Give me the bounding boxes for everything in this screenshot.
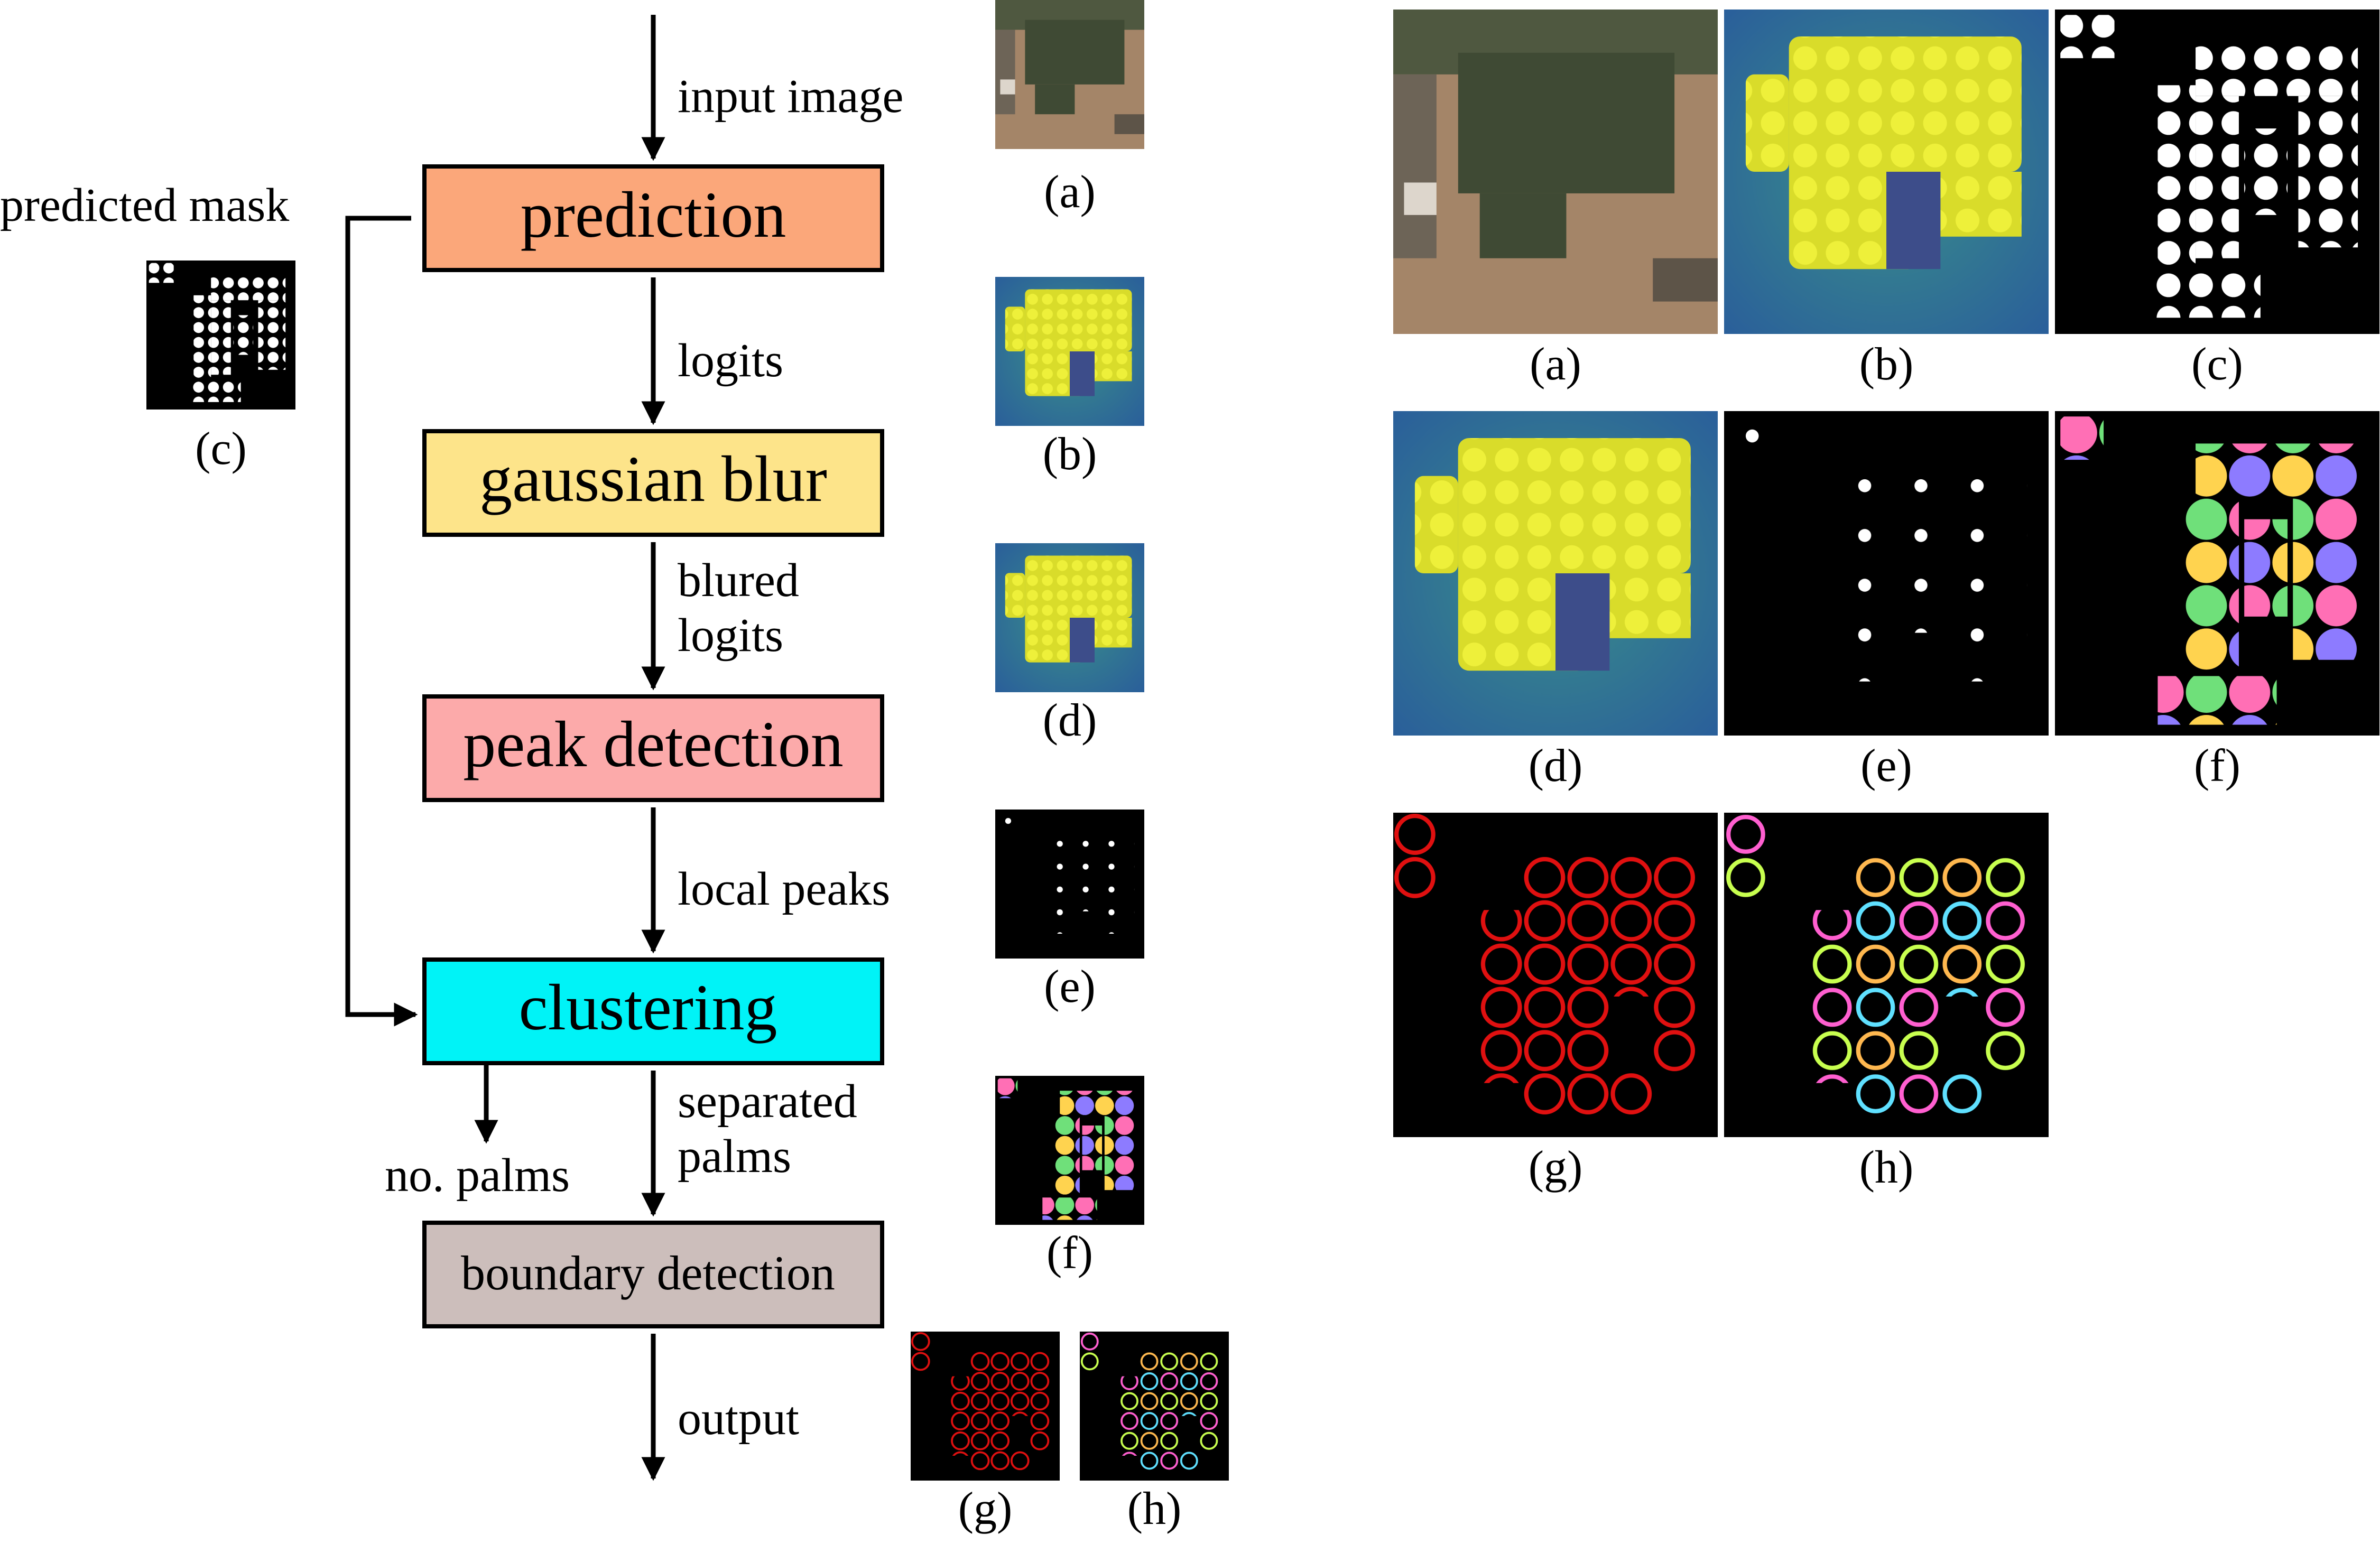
edge-label-local-peaks: local peaks bbox=[678, 863, 890, 915]
thumb-f bbox=[995, 1076, 1144, 1225]
thumb-g bbox=[911, 1332, 1060, 1481]
edge-label-logits: logits bbox=[678, 334, 783, 387]
caption-c: (c) bbox=[2191, 339, 2243, 390]
edge-label-input-image: input image bbox=[678, 70, 903, 123]
edge-label-blured-line2: logits bbox=[678, 609, 783, 662]
caption-d: (d) bbox=[1529, 740, 1583, 792]
edge-label-predicted-mask: predicted mask bbox=[0, 179, 289, 231]
panel-g bbox=[1393, 813, 1718, 1137]
node-clustering-label: clustering bbox=[519, 971, 777, 1044]
node-prediction-box bbox=[422, 164, 884, 272]
arrow-predicted-mask bbox=[345, 216, 418, 1027]
thumb-d bbox=[995, 543, 1144, 692]
node-gaussian-blur-label: gaussian blur bbox=[479, 443, 827, 515]
caption-small-d: (d) bbox=[1043, 695, 1097, 746]
panel-c bbox=[2055, 10, 2379, 334]
node-boundary-detection-box bbox=[422, 1221, 884, 1328]
edge-label-separated-line2: palms bbox=[678, 1130, 791, 1183]
panel-f bbox=[2055, 411, 2379, 736]
caption-f: (f) bbox=[2194, 740, 2240, 792]
panel-e bbox=[1724, 411, 2049, 736]
thumb-a bbox=[995, 0, 1144, 149]
edge-label-output: output bbox=[678, 1392, 799, 1445]
node-gaussian-blur-box bbox=[422, 429, 884, 537]
caption-b: (b) bbox=[1859, 339, 1914, 390]
thumb-predicted-mask-c bbox=[146, 261, 295, 410]
panel-b bbox=[1724, 10, 2049, 334]
thumb-e bbox=[995, 810, 1144, 959]
thumb-h bbox=[1080, 1332, 1229, 1481]
caption-g: (g) bbox=[1529, 1142, 1583, 1193]
caption-small-g: (g) bbox=[958, 1483, 1013, 1534]
edge-label-blured-line1: blured bbox=[678, 554, 799, 607]
flow-arrows bbox=[345, 15, 665, 1481]
caption-small-h: (h) bbox=[1127, 1483, 1182, 1534]
panel-d bbox=[1393, 411, 1718, 736]
caption-small-f: (f) bbox=[1047, 1227, 1093, 1279]
thumb-b bbox=[995, 277, 1144, 426]
edge-label-separated-line1: separated bbox=[678, 1075, 857, 1128]
caption-e: (e) bbox=[1860, 740, 1912, 792]
node-prediction: prediction bbox=[422, 164, 884, 272]
node-boundary-detection: boundary detection bbox=[422, 1221, 884, 1328]
panel-a bbox=[1393, 10, 1718, 334]
edge-label-no-palms: no. palms bbox=[385, 1149, 570, 1202]
node-boundary-detection-label: boundary detection bbox=[461, 1246, 835, 1300]
caption-small-b: (b) bbox=[1043, 429, 1097, 480]
panel-h bbox=[1724, 813, 2049, 1137]
node-peak-detection-label: peak detection bbox=[463, 708, 844, 780]
node-clustering: clustering bbox=[422, 957, 884, 1065]
node-prediction-label: prediction bbox=[521, 179, 786, 251]
node-gaussian-blur: gaussian blur bbox=[422, 429, 884, 537]
node-peak-detection-box bbox=[422, 694, 884, 802]
node-peak-detection: peak detection bbox=[422, 694, 884, 802]
node-clustering-box bbox=[422, 957, 884, 1065]
caption-small-a: (a) bbox=[1044, 166, 1096, 218]
caption-h: (h) bbox=[1859, 1142, 1914, 1193]
caption-small-e: (e) bbox=[1044, 961, 1096, 1012]
caption-a: (a) bbox=[1530, 339, 1581, 390]
caption-small-c: (c) bbox=[195, 423, 247, 475]
